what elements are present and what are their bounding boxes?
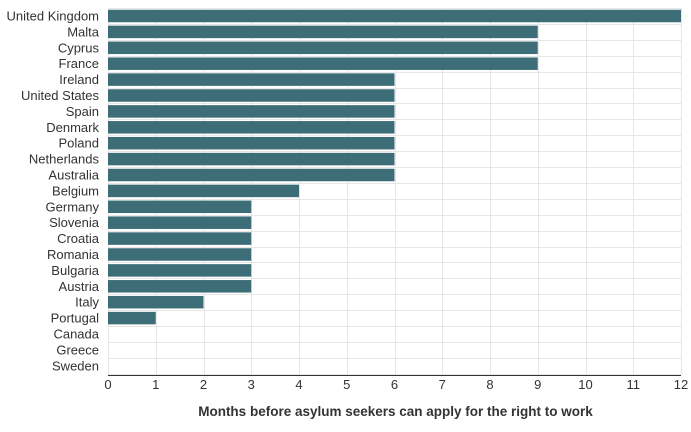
category-label: Australia <box>48 168 99 183</box>
bar <box>108 41 538 55</box>
category-label: United Kingdom <box>7 9 100 24</box>
x-tick-label: 9 <box>534 377 541 392</box>
category-label: Romania <box>47 247 100 262</box>
category-label: Bulgaria <box>51 263 99 278</box>
x-tick-label: 7 <box>439 377 446 392</box>
bar <box>108 9 681 23</box>
bar <box>108 295 204 309</box>
x-tick-label: 12 <box>674 377 688 392</box>
category-label: Belgium <box>52 183 99 198</box>
category-label: Germany <box>46 199 100 214</box>
bar <box>108 216 252 229</box>
bar <box>108 168 395 182</box>
bar-layer <box>108 9 681 325</box>
category-label: Denmark <box>46 120 99 135</box>
bar <box>108 25 538 39</box>
bar <box>108 264 252 277</box>
category-label: Canada <box>53 327 99 342</box>
x-axis-title: Months before asylum seekers can apply f… <box>198 404 593 419</box>
category-label: Sweden <box>52 358 99 373</box>
bar <box>108 105 395 118</box>
x-tick-label: 4 <box>295 377 302 392</box>
category-label: Poland <box>59 136 99 151</box>
x-tick-label: 8 <box>486 377 493 392</box>
category-label: United States <box>21 88 100 103</box>
bar <box>108 200 252 214</box>
bar <box>108 248 252 261</box>
bar <box>108 311 156 325</box>
x-tick-labels: 0 1 2 3 4 5 6 7 8 9 10 11 12 <box>104 377 688 392</box>
x-tick-label: 11 <box>627 377 641 392</box>
category-label: France <box>59 56 99 71</box>
category-label: Malta <box>67 24 100 39</box>
bar <box>108 136 395 150</box>
category-label: Croatia <box>57 231 100 246</box>
bar <box>108 280 252 293</box>
bar <box>108 121 395 134</box>
category-label: Slovenia <box>49 215 100 230</box>
category-label: Netherlands <box>29 152 100 167</box>
category-label: Portugal <box>51 311 100 326</box>
category-labels: United KingdomMaltaCyprusFranceIrelandUn… <box>7 9 100 374</box>
category-label: Italy <box>75 295 99 310</box>
x-tick-label: 6 <box>391 377 398 392</box>
bar <box>108 152 395 166</box>
category-label: Austria <box>59 279 100 294</box>
category-label: Greece <box>56 342 99 357</box>
x-tick-label: 3 <box>248 377 255 392</box>
bar <box>108 232 252 245</box>
x-tick-label: 5 <box>343 377 350 392</box>
bar <box>108 89 395 102</box>
bar <box>108 184 299 198</box>
x-tick-label: 1 <box>152 377 159 392</box>
bar <box>108 73 395 86</box>
category-label: Spain <box>66 104 99 119</box>
bar <box>108 57 538 70</box>
x-tick-label: 2 <box>200 377 207 392</box>
category-label: Cyprus <box>58 40 100 55</box>
x-tick-label: 0 <box>104 377 111 392</box>
x-tick-label: 10 <box>578 377 592 392</box>
category-label: Ireland <box>59 72 99 87</box>
